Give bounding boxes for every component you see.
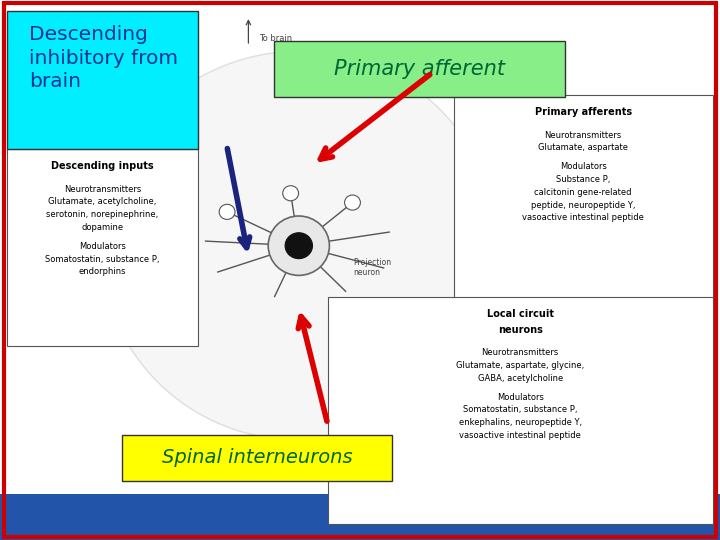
Text: Glutamate, aspartate: Glutamate, aspartate: [539, 144, 628, 152]
Text: To brain: To brain: [259, 34, 292, 43]
Text: Glutamate, acetylcholine,: Glutamate, acetylcholine,: [48, 198, 157, 206]
FancyBboxPatch shape: [7, 148, 198, 346]
Ellipse shape: [219, 204, 235, 219]
Text: Modulators: Modulators: [497, 393, 544, 402]
Text: vasoactive intestinal peptide: vasoactive intestinal peptide: [522, 213, 644, 222]
Text: GABA, acetylcholine: GABA, acetylcholine: [477, 374, 563, 383]
Text: endorphins: endorphins: [79, 267, 126, 276]
Text: Local circuit: Local circuit: [487, 309, 554, 320]
Text: enkephalins, neuropeptide Y,: enkephalins, neuropeptide Y,: [459, 418, 582, 427]
Text: Neurotransmitters: Neurotransmitters: [544, 131, 622, 140]
Text: Projection
neuron: Projection neuron: [353, 258, 391, 277]
Text: Primary afferent: Primary afferent: [334, 59, 505, 79]
Circle shape: [417, 334, 440, 352]
Text: Glutamate, aspartate, glycine,: Glutamate, aspartate, glycine,: [456, 361, 585, 370]
Text: vasoactive intestinal peptide: vasoactive intestinal peptide: [459, 431, 581, 440]
FancyBboxPatch shape: [0, 494, 720, 540]
FancyBboxPatch shape: [454, 94, 713, 329]
Ellipse shape: [345, 195, 361, 210]
FancyBboxPatch shape: [7, 11, 198, 148]
Text: Substance P,: Substance P,: [556, 175, 611, 184]
Text: Neurotransmitters: Neurotransmitters: [482, 348, 559, 357]
Ellipse shape: [268, 216, 330, 275]
Text: Descending
inhibitory from
brain: Descending inhibitory from brain: [29, 25, 178, 91]
Text: Modulators: Modulators: [559, 162, 607, 171]
FancyBboxPatch shape: [328, 297, 713, 524]
Text: calcitonin gene-related: calcitonin gene-related: [534, 188, 632, 197]
Text: Modulators: Modulators: [79, 242, 126, 251]
Text: Somatostatin, substance P,: Somatostatin, substance P,: [45, 254, 160, 264]
Text: peptide, neuropeptide Y,: peptide, neuropeptide Y,: [531, 200, 636, 210]
Text: Primary afferents: Primary afferents: [535, 107, 631, 117]
Text: dopamine: dopamine: [81, 223, 124, 232]
Text: Neurotransmitters: Neurotransmitters: [64, 185, 141, 194]
FancyBboxPatch shape: [122, 435, 392, 481]
Text: Spinal interneurons: Spinal interneurons: [162, 448, 353, 467]
FancyBboxPatch shape: [274, 40, 565, 97]
Text: Somatostatin, substance P,: Somatostatin, substance P,: [463, 406, 577, 414]
Text: serotonin, norepinephrine,: serotonin, norepinephrine,: [47, 210, 158, 219]
Text: Descending inputs: Descending inputs: [51, 161, 154, 171]
Ellipse shape: [285, 233, 312, 259]
Ellipse shape: [101, 51, 497, 440]
Text: neurons: neurons: [498, 325, 543, 335]
Ellipse shape: [283, 186, 299, 201]
